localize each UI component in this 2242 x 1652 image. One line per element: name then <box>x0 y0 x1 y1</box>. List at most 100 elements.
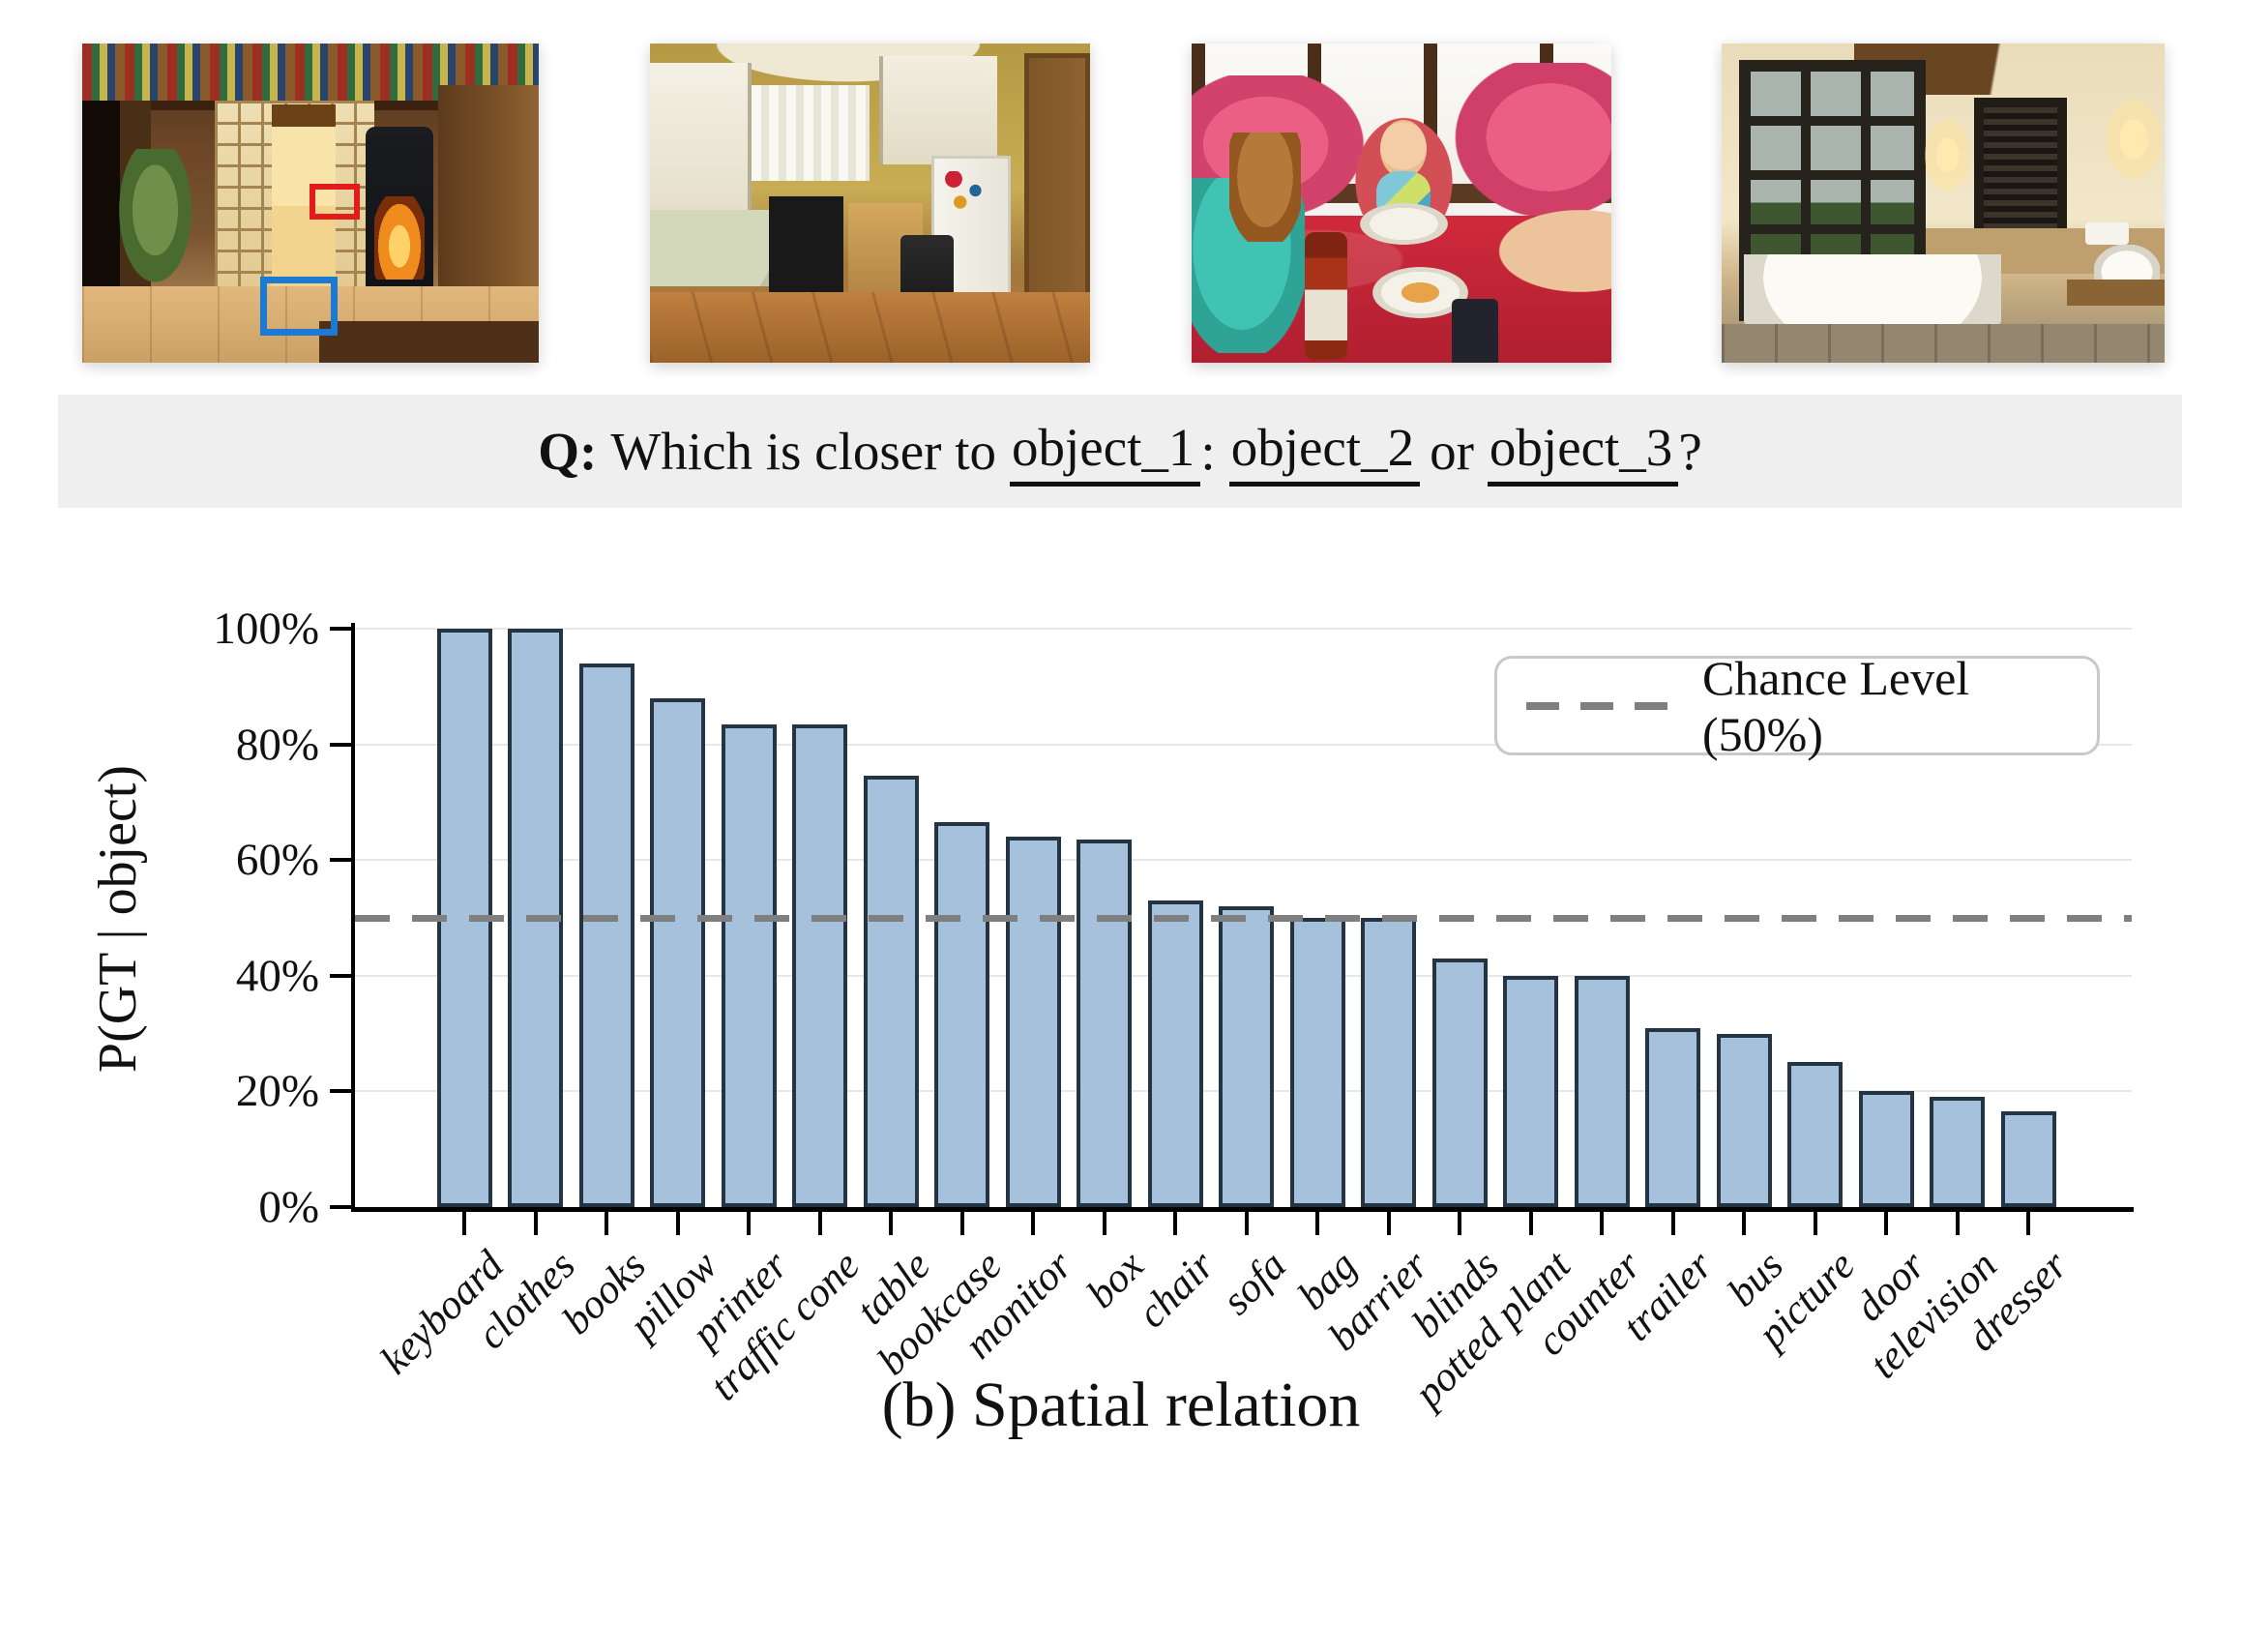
towels <box>2084 221 2130 245</box>
gridline-80% <box>355 743 2132 746</box>
wood-cabinet <box>438 84 539 315</box>
x-tick <box>1528 1212 1533 1235</box>
houseplant <box>109 148 201 303</box>
y-tick-label: 60% <box>235 835 319 886</box>
bar-chair <box>1147 900 1203 1207</box>
question-mark: ? <box>1678 422 1702 481</box>
question-text: Which is closer to <box>610 422 997 481</box>
photo-bathroom <box>1722 44 2165 363</box>
photo-baby-at-table <box>1192 44 1611 363</box>
chance-level-line <box>355 915 2132 922</box>
bar-bag <box>1289 918 1345 1207</box>
x-tick <box>1670 1212 1675 1235</box>
x-tick <box>1458 1212 1461 1235</box>
question-object-3: object_3 <box>1487 417 1679 487</box>
pink-pillow-right <box>1443 62 1611 229</box>
x-tick-label-chair: chair <box>1129 1242 1224 1338</box>
y-tick <box>330 1089 351 1094</box>
bar-table <box>863 776 919 1207</box>
wall-sconce-left <box>1921 113 1975 197</box>
wood-floor <box>650 292 1090 363</box>
bar-sofa <box>1219 906 1274 1207</box>
bar-door <box>1858 1091 1914 1207</box>
x-tick <box>1244 1212 1249 1235</box>
y-tick <box>330 858 351 863</box>
fridge-magnets <box>944 171 989 210</box>
low-table <box>319 321 539 363</box>
y-tick <box>330 973 351 978</box>
dishwasher <box>768 196 844 312</box>
y-tick-label: 0% <box>258 1182 319 1232</box>
lit-alcove <box>271 103 336 290</box>
bar-television <box>1930 1097 1985 1207</box>
bar-counter <box>1574 976 1630 1207</box>
sink-counter <box>2067 280 2165 306</box>
question-banner: Q: Which is closer to object_1 : object_… <box>58 395 2182 508</box>
x-tick <box>675 1212 680 1235</box>
window-curtain <box>751 84 870 181</box>
question-object-2: object_2 <box>1228 417 1421 487</box>
bar-dresser <box>2000 1111 2056 1207</box>
x-tick <box>959 1212 964 1235</box>
question-or: or <box>1430 422 1474 481</box>
x-tick <box>533 1212 538 1235</box>
x-tick <box>605 1212 608 1235</box>
bar-printer <box>721 724 777 1207</box>
bar-picture <box>1787 1062 1843 1207</box>
y-tick-label: 40% <box>235 950 319 1001</box>
bar-bookcase <box>934 822 989 1207</box>
x-tick <box>462 1212 466 1235</box>
y-tick-label: 80% <box>235 719 319 770</box>
wall-sconce-right <box>2102 94 2165 185</box>
fire-glow <box>374 196 425 280</box>
x-tick <box>817 1212 822 1235</box>
x-tick <box>1315 1212 1319 1235</box>
photo-japanese-room <box>82 44 539 363</box>
plot-area <box>355 628 2132 1207</box>
x-tick <box>1742 1212 1746 1235</box>
x-tick <box>1884 1212 1888 1235</box>
y-tick-label: 20% <box>235 1066 319 1117</box>
bar-chart: P(GT | object) 0% 20% 40% 60% 80% 100% keyboar… <box>0 542 2242 1416</box>
x-tick <box>1386 1212 1391 1235</box>
mug <box>1452 299 1498 363</box>
question-object-1: object_1 <box>1010 417 1201 487</box>
x-tick <box>2026 1212 2030 1235</box>
red-bounding-box <box>310 183 360 220</box>
y-tick <box>330 742 351 747</box>
y-tick <box>330 1205 351 1209</box>
x-tick <box>1955 1212 1960 1235</box>
bar-barrier <box>1361 918 1416 1207</box>
baby <box>1380 120 1428 178</box>
upper-cabinets-right <box>878 56 998 165</box>
gridline-100% <box>355 628 2132 630</box>
x-axis-spine <box>351 1207 2134 1212</box>
bar-box <box>1077 840 1132 1207</box>
y-axis-label: P(GT | object) <box>88 764 148 1074</box>
bar-books <box>578 664 634 1207</box>
x-tick-label-sofa: sofa <box>1213 1242 1295 1324</box>
legend: Chance Level (50%) <box>1494 651 2100 761</box>
bar-traffic-cone <box>792 724 847 1207</box>
question-q-label: Q: <box>538 422 598 481</box>
gridline-60% <box>355 859 2132 862</box>
ketchup-bottle <box>1305 231 1347 360</box>
y-tick-label: 100% <box>213 604 319 654</box>
photo-kitchen <box>650 44 1090 363</box>
x-tick <box>889 1212 893 1235</box>
shuttered-window <box>1974 98 2068 245</box>
x-tick <box>747 1212 751 1235</box>
plate <box>1359 203 1448 245</box>
y-tick <box>330 627 351 631</box>
x-tick <box>1102 1212 1106 1235</box>
blue-bounding-box <box>260 276 339 336</box>
y-axis-spine <box>351 623 355 1211</box>
x-tick <box>1031 1212 1035 1235</box>
x-tick <box>1813 1212 1817 1235</box>
figure-caption: (b) Spatial relation <box>881 1370 1361 1440</box>
question-colon: : <box>1200 422 1216 481</box>
bar-monitor <box>1005 837 1061 1207</box>
bar-pillow <box>650 698 705 1207</box>
bar-trailer <box>1645 1028 1700 1207</box>
bar-bus <box>1716 1034 1772 1207</box>
